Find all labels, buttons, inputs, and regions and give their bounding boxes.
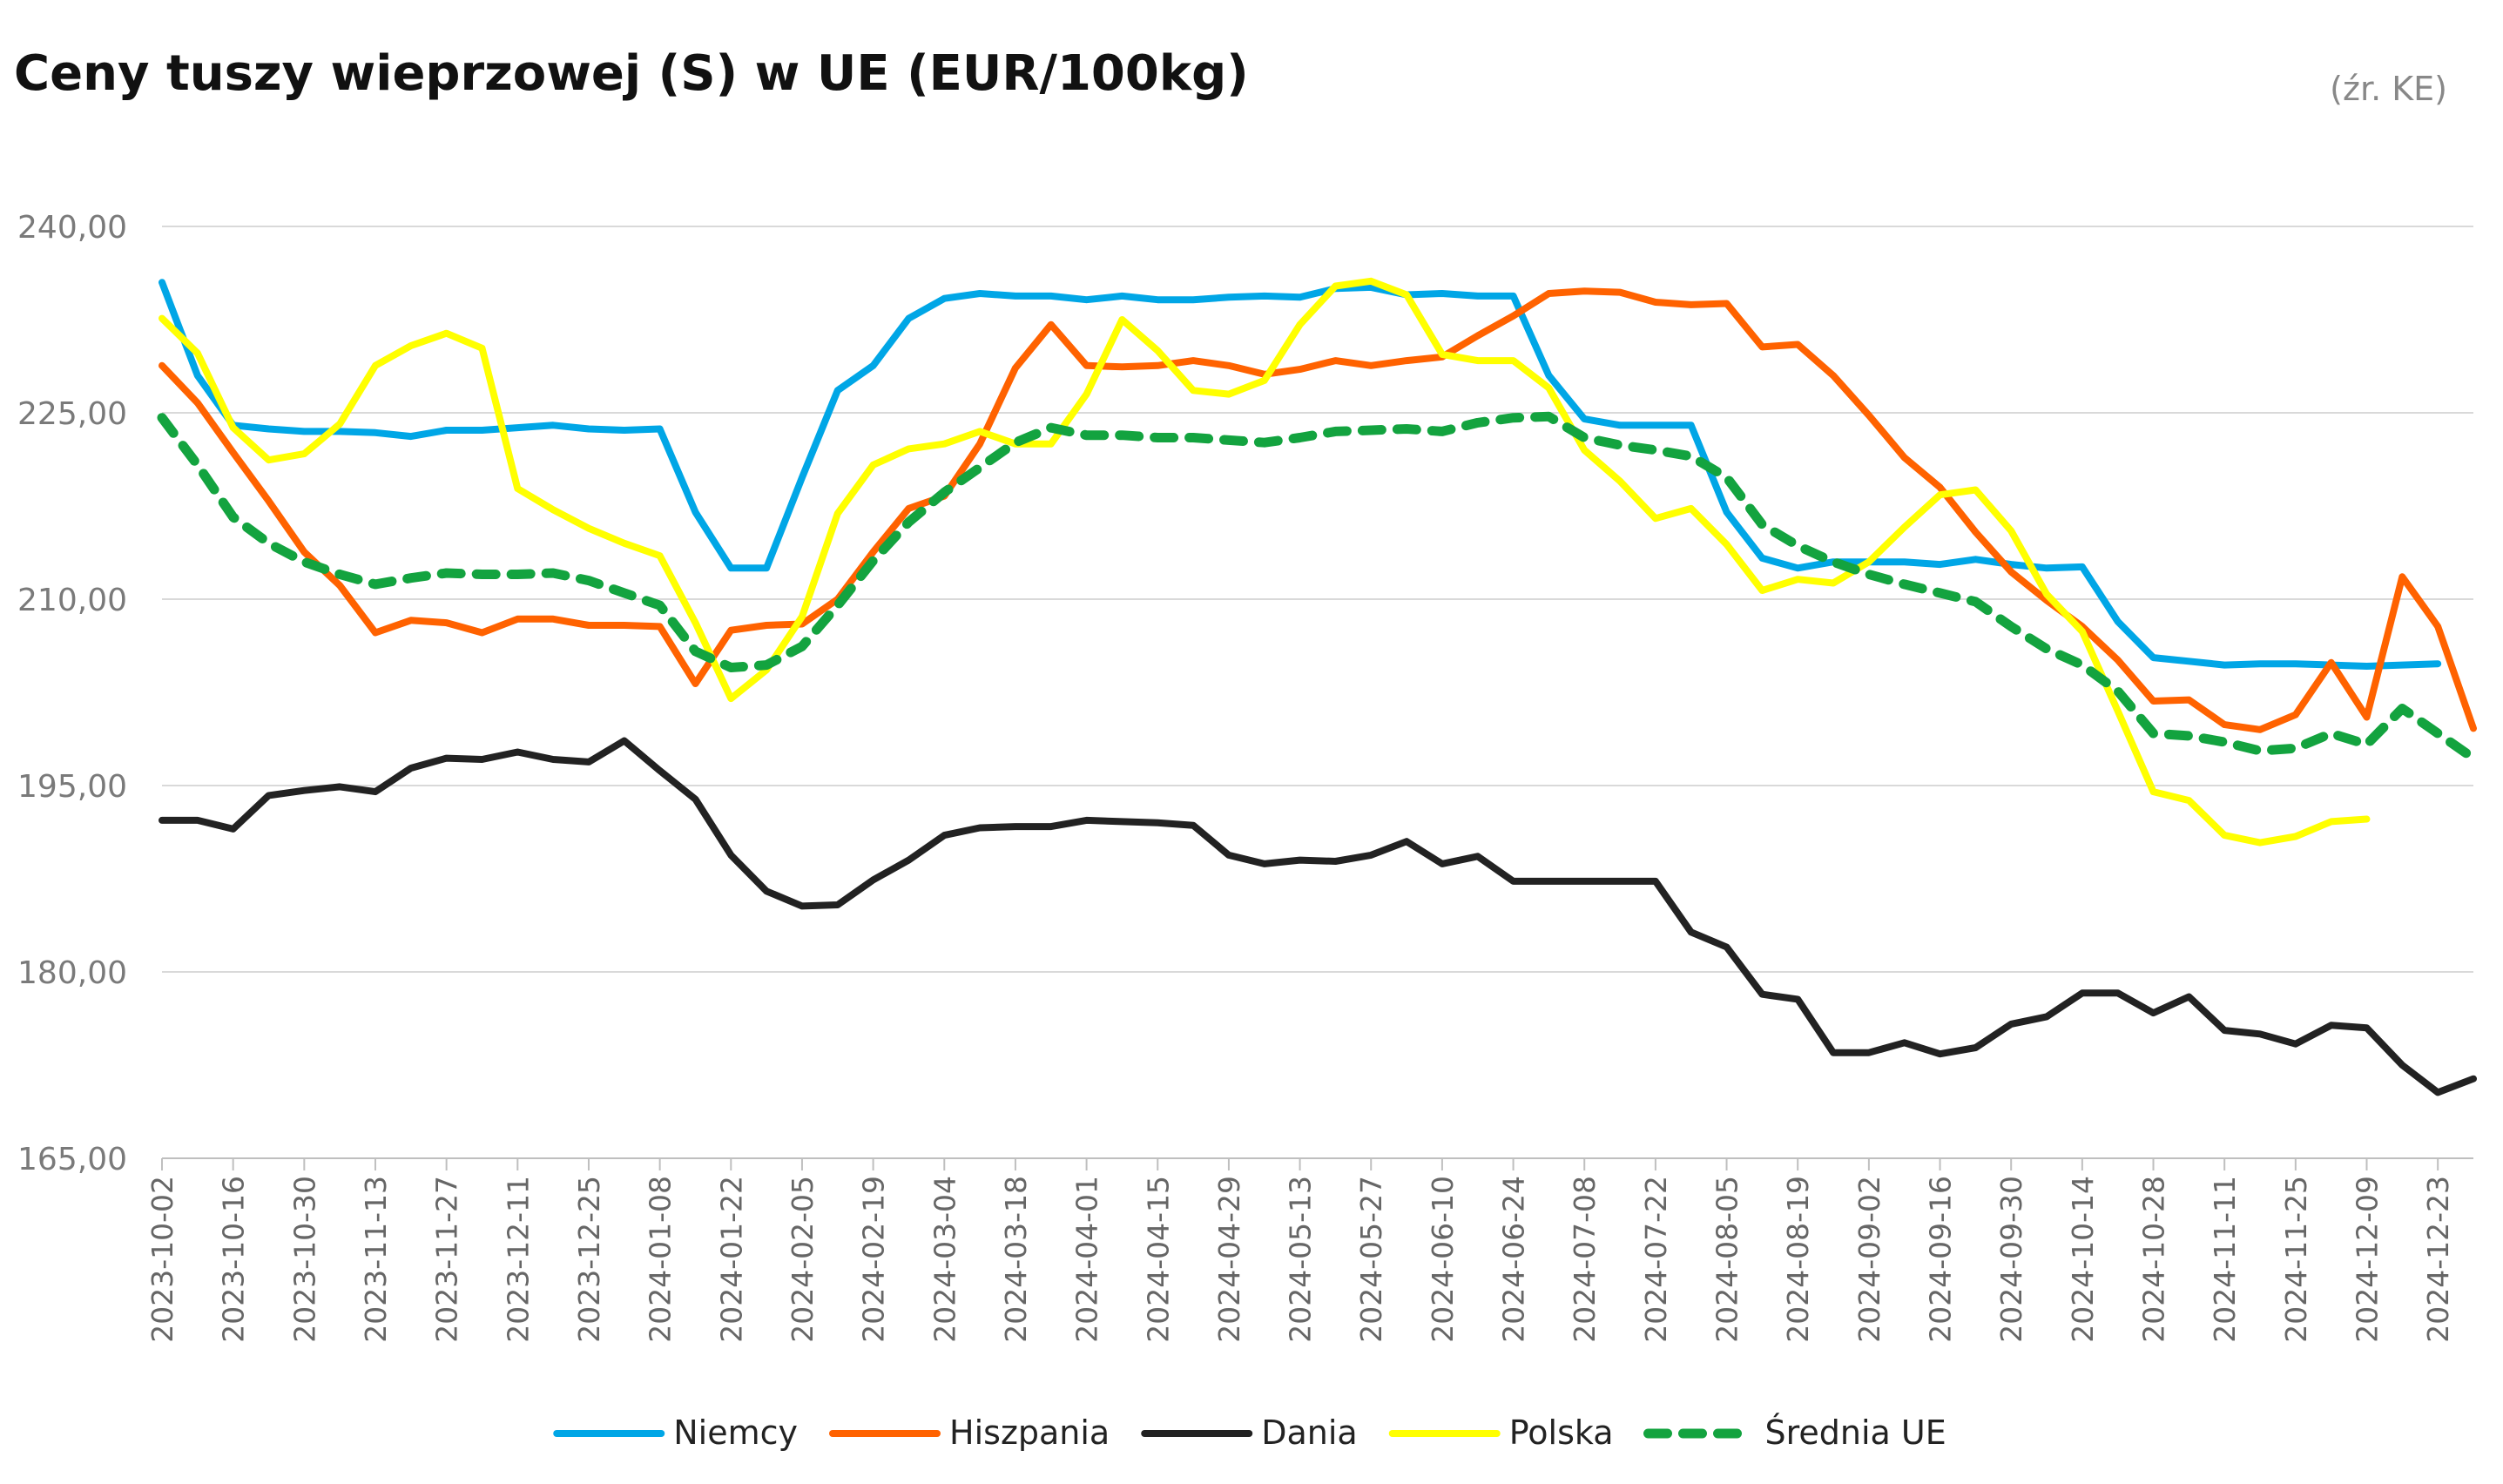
legend-label: Niemcy (673, 1413, 798, 1452)
x-tick-label: 2024-02-19 (857, 1176, 891, 1343)
legend-item: Dania (1141, 1413, 1358, 1452)
x-tick-label: 2024-02-05 (786, 1176, 820, 1343)
series-line-polska (159, 277, 2371, 847)
y-tick-label: 225,00 (17, 396, 127, 432)
x-tick-label: 2024-04-29 (1212, 1176, 1246, 1343)
x-tick-label: 2024-05-13 (1284, 1176, 1318, 1343)
x-tick-label: 2024-12-23 (2421, 1176, 2455, 1343)
legend-label: Średnia UE (1765, 1413, 1946, 1452)
x-tick-label: 2024-12-09 (2351, 1176, 2385, 1343)
x-tick-label: 2023-10-16 (217, 1176, 251, 1343)
y-tick-label: 165,00 (17, 1142, 127, 1177)
x-tick-label: 2024-10-14 (2066, 1176, 2100, 1343)
x-tick-label: 2024-11-11 (2208, 1176, 2242, 1343)
x-tick-label: 2024-06-10 (1426, 1176, 1460, 1343)
series-line-niemcy (159, 279, 2442, 670)
chart-source: (źr. KE) (2330, 70, 2447, 108)
x-tick-label: 2024-03-18 (999, 1176, 1033, 1343)
y-tick-label: 195,00 (17, 769, 127, 805)
x-tick-label: 2023-10-02 (145, 1176, 179, 1343)
x-tick-label: 2024-03-04 (928, 1176, 961, 1343)
legend-item: Hiszpania (829, 1413, 1110, 1452)
series-line-średnia-ue (157, 411, 2479, 764)
x-tick-label: 2024-10-28 (2137, 1176, 2171, 1343)
legend-label: Hiszpania (949, 1413, 1110, 1452)
series-line-dania (159, 737, 2477, 1096)
axes: 165,00 180,00 195,00 210,00 225,00 240,00 2023… (17, 210, 2473, 1343)
x-tick-label: 2023-12-11 (501, 1176, 535, 1343)
x-tick-label: 2024-06-24 (1497, 1176, 1531, 1343)
legend: Niemcy Hiszpania Dania Polska Średnia UE (553, 1413, 1946, 1452)
x-tick-label: 2024-11-25 (2279, 1176, 2313, 1343)
x-tick-label: 2023-11-13 (359, 1176, 393, 1343)
legend-item: Polska (1388, 1413, 1614, 1452)
legend-item: Średnia UE (1643, 1413, 1946, 1452)
x-tick-label: 2023-12-25 (572, 1176, 606, 1343)
x-tick-label: 2024-01-08 (644, 1176, 678, 1343)
x-tick-label: 2024-07-08 (1568, 1176, 1602, 1343)
x-tick-label: 2024-09-30 (1994, 1176, 2028, 1343)
x-tick-label: 2024-09-16 (1924, 1176, 1958, 1343)
y-tick-label: 180,00 (17, 955, 127, 991)
x-tick-label: 2024-05-27 (1354, 1176, 1388, 1343)
x-tick-label: 2024-04-01 (1070, 1176, 1104, 1343)
x-tick-label: 2024-01-22 (714, 1176, 748, 1343)
x-tick-label: 2023-10-30 (287, 1176, 321, 1343)
y-tick-label: 210,00 (17, 583, 127, 618)
x-tick-label: 2024-08-05 (1710, 1176, 1744, 1343)
gridlines (162, 226, 2473, 973)
y-tick-label: 240,00 (17, 210, 127, 246)
series-lines (157, 277, 2479, 1096)
x-tick-label: 2024-04-15 (1141, 1176, 1175, 1343)
series-line-hiszpania (159, 287, 2477, 733)
x-tick-label: 2023-11-27 (430, 1176, 464, 1343)
chart-title: Ceny tuszy wieprzowej (S) w UE (EUR/100k… (14, 45, 1249, 102)
legend-label: Polska (1509, 1413, 1614, 1452)
x-tick-label: 2024-09-02 (1852, 1176, 1886, 1343)
legend-item: Niemcy (553, 1413, 798, 1452)
x-tick-label: 2024-07-22 (1639, 1176, 1673, 1343)
x-tick-label: 2024-08-19 (1781, 1176, 1815, 1343)
legend-label: Dania (1261, 1413, 1357, 1452)
